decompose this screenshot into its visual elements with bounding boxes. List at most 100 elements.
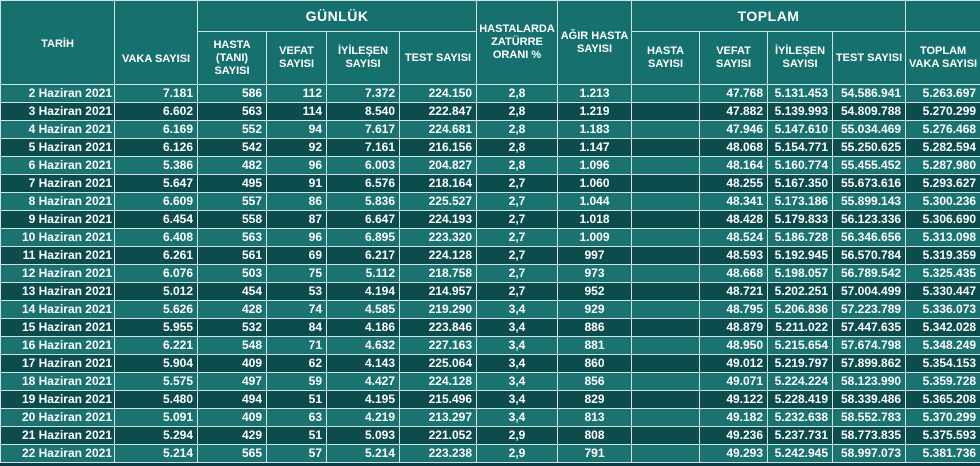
toplam-test-cell: 58.339.486 <box>832 390 907 409</box>
table-row: 11 Haziran 2021 6.261 561 69 6.217 224.128 2,7… <box>0 246 980 265</box>
toplam-vefat-cell: 48.428 <box>699 210 769 229</box>
toplam-vefat-cell: 49.182 <box>699 408 769 427</box>
toplam-iyilesen-cell: 5.131.453 <box>767 84 834 103</box>
table-row: 19 Haziran 2021 5.480 494 51 4.195 215.496 3,4… <box>0 390 980 409</box>
toplam-iyilesen-cell: 5.228.419 <box>767 390 834 409</box>
zaturre-cell: 3,4 <box>476 300 559 319</box>
test-cell: 225.527 <box>398 192 478 211</box>
toplam-vefat-cell: 49.236 <box>699 426 769 445</box>
vefat-cell: 112 <box>266 84 327 103</box>
toplam-test-cell: 55.673.616 <box>832 174 907 193</box>
toplam-hasta-cell <box>631 408 701 427</box>
hasta-cell: 548 <box>197 336 267 355</box>
header-test: TEST SAYISI <box>398 31 478 85</box>
toplam-test-cell: 55.455.452 <box>832 156 907 175</box>
hasta-cell: 558 <box>197 210 267 229</box>
vaka-cell: 5.214 <box>114 444 198 463</box>
vaka-cell: 5.955 <box>114 318 198 337</box>
toplam-vefat-cell: 49.122 <box>699 390 769 409</box>
toplam-vaka-cell: 5.306.690 <box>905 210 980 229</box>
toplam-hasta-cell <box>631 354 701 373</box>
toplam-test-cell: 58.773.835 <box>832 426 907 445</box>
toplam-test-cell: 58.552.783 <box>832 408 907 427</box>
header-toplam-vaka: TOPLAM VAKA SAYISI <box>905 31 980 85</box>
agir-hasta-cell: 860 <box>557 354 633 373</box>
hasta-cell: 563 <box>197 228 267 247</box>
toplam-vaka-cell: 5.370.299 <box>905 408 980 427</box>
vaka-cell: 6.076 <box>114 264 198 283</box>
vaka-cell: 6.169 <box>114 120 198 139</box>
toplam-vefat-cell: 48.668 <box>699 264 769 283</box>
header-iyilesen: İYİLEŞEN SAYISI <box>326 31 400 85</box>
toplam-iyilesen-cell: 5.192.945 <box>767 246 834 265</box>
header-toplam-spacer <box>905 0 980 32</box>
date-cell: 20 Haziran 2021 <box>0 408 115 427</box>
agir-hasta-cell: 1.213 <box>557 84 633 103</box>
zaturre-cell: 2,8 <box>476 84 559 103</box>
vaka-cell: 7.181 <box>114 84 198 103</box>
iyilesen-cell: 5.214 <box>326 444 400 463</box>
vaka-cell: 6.408 <box>114 228 198 247</box>
test-cell: 218.164 <box>398 174 478 193</box>
iyilesen-cell: 5.093 <box>326 426 400 445</box>
toplam-iyilesen-cell: 5.173.186 <box>767 192 834 211</box>
date-cell: 10 Haziran 2021 <box>0 228 115 247</box>
header-agir-hasta: AĞIR HASTA SAYISI <box>557 0 633 85</box>
test-cell: 221.052 <box>398 426 478 445</box>
vefat-cell: 59 <box>266 372 327 391</box>
hasta-cell: 409 <box>197 354 267 373</box>
header-tarih: TARİH <box>0 0 115 85</box>
toplam-vaka-cell: 5.354.153 <box>905 354 980 373</box>
table-row: 7 Haziran 2021 5.647 495 91 6.576 218.164 2,7 1… <box>0 174 980 193</box>
test-cell: 204.827 <box>398 156 478 175</box>
date-cell: 15 Haziran 2021 <box>0 318 115 337</box>
zaturre-cell: 2,7 <box>476 210 559 229</box>
hasta-cell: 409 <box>197 408 267 427</box>
hasta-cell: 497 <box>197 372 267 391</box>
iyilesen-cell: 4.186 <box>326 318 400 337</box>
iyilesen-cell: 4.427 <box>326 372 400 391</box>
zaturre-cell: 3,4 <box>476 372 559 391</box>
test-cell: 215.496 <box>398 390 478 409</box>
toplam-test-cell: 55.034.469 <box>832 120 907 139</box>
test-cell: 224.128 <box>398 372 478 391</box>
agir-hasta-cell: 829 <box>557 390 633 409</box>
table-row: 8 Haziran 2021 6.609 557 86 5.836 225.527 2,7 1… <box>0 192 980 211</box>
vefat-cell: 71 <box>266 336 327 355</box>
toplam-vaka-cell: 5.287.980 <box>905 156 980 175</box>
table-row: 12 Haziran 2021 6.076 503 75 5.112 218.758 2,7… <box>0 264 980 283</box>
toplam-iyilesen-cell: 5.242.945 <box>767 444 834 463</box>
toplam-iyilesen-cell: 5.154.771 <box>767 138 834 157</box>
vefat-cell: 62 <box>266 354 327 373</box>
toplam-vaka-cell: 5.293.627 <box>905 174 980 193</box>
test-cell: 219.290 <box>398 300 478 319</box>
toplam-test-cell: 56.346.656 <box>832 228 907 247</box>
agir-hasta-cell: 1.096 <box>557 156 633 175</box>
vefat-cell: 114 <box>266 102 327 121</box>
agir-hasta-cell: 791 <box>557 444 633 463</box>
vefat-cell: 74 <box>266 300 327 319</box>
toplam-vefat-cell: 48.950 <box>699 336 769 355</box>
iyilesen-cell: 6.647 <box>326 210 400 229</box>
zaturre-cell: 3,4 <box>476 354 559 373</box>
toplam-vefat-cell: 47.768 <box>699 84 769 103</box>
toplam-iyilesen-cell: 5.219.797 <box>767 354 834 373</box>
vefat-cell: 69 <box>266 246 327 265</box>
toplam-test-cell: 54.586.941 <box>832 84 907 103</box>
vaka-cell: 6.126 <box>114 138 198 157</box>
table-row: 16 Haziran 2021 6.221 548 71 4.632 227.163 3,4… <box>0 336 980 355</box>
header-zaturre-orani: HASTALARDA ZATÜRRE ORANI % <box>476 0 559 85</box>
zaturre-cell: 2,8 <box>476 102 559 121</box>
toplam-iyilesen-cell: 5.237.731 <box>767 426 834 445</box>
agir-hasta-cell: 1.044 <box>557 192 633 211</box>
toplam-test-cell: 54.809.788 <box>832 102 907 121</box>
toplam-test-cell: 55.250.625 <box>832 138 907 157</box>
agir-hasta-cell: 808 <box>557 426 633 445</box>
vaka-cell: 5.575 <box>114 372 198 391</box>
date-cell: 21 Haziran 2021 <box>0 426 115 445</box>
zaturre-cell: 3,4 <box>476 390 559 409</box>
toplam-vaka-cell: 5.319.359 <box>905 246 980 265</box>
zaturre-cell: 2,8 <box>476 120 559 139</box>
vaka-cell: 6.454 <box>114 210 198 229</box>
iyilesen-cell: 4.219 <box>326 408 400 427</box>
